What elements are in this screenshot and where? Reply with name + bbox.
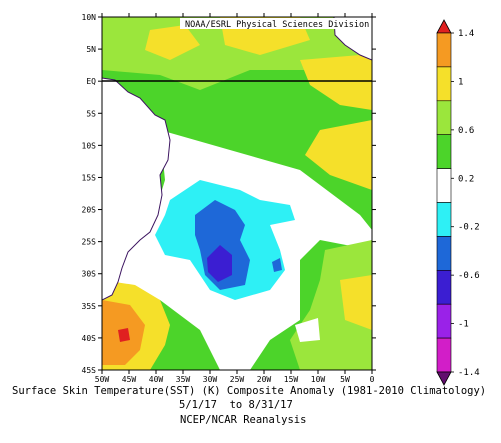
- lat-label: 25S: [82, 238, 97, 247]
- caption-title: Surface Skin Temperature(SST) (K) Compos…: [12, 385, 487, 397]
- lon-label: 40W: [149, 375, 164, 384]
- lat-label: 10S: [82, 141, 97, 150]
- colorbar-band: [436, 134, 452, 169]
- colorbar-band: [436, 202, 452, 237]
- lat-label: 45S: [82, 366, 97, 375]
- colorbar-label: 0.6: [458, 126, 474, 136]
- colorbar-band: [436, 303, 452, 339]
- lat-label: 30S: [82, 270, 97, 279]
- colorbar-label: 0.2: [458, 174, 474, 184]
- lon-label: 5W: [340, 375, 350, 384]
- colorbar-label: -1.4: [458, 368, 480, 378]
- lat-label: 40S: [82, 334, 97, 343]
- lat-label: EQ: [86, 77, 96, 86]
- colorbar: 1.4 1 0.6 0.2 -0.2 -0.6 -1 -1.4: [436, 19, 480, 386]
- caption-source: NCEP/NCAR Reanalysis: [180, 414, 307, 426]
- lat-label: 5S: [86, 109, 96, 118]
- lon-label: 50W: [95, 375, 110, 384]
- colorbar-label: -0.6: [458, 271, 480, 281]
- colorbar-band: [436, 236, 452, 271]
- lon-label: 30W: [203, 375, 218, 384]
- colorbar-band: [436, 32, 452, 68]
- lat-label: 15S: [82, 173, 97, 182]
- map-credit: NOAA/ESRL Physical Sciences Division: [185, 20, 369, 30]
- lon-label: 0: [370, 375, 375, 384]
- lat-label: 35S: [82, 302, 97, 311]
- colorbar-band: [436, 168, 452, 203]
- colorbar-label: -1: [458, 320, 469, 330]
- colorbar-min-arrow: [436, 371, 452, 386]
- lat-label: 5N: [86, 45, 96, 54]
- colorbar-band: [436, 66, 452, 102]
- lon-label: 20W: [257, 375, 272, 384]
- colorbar-label: -0.2: [458, 223, 480, 233]
- caption-dates: 5/1/17 to 8/31/17: [179, 399, 293, 411]
- colorbar-band: [436, 100, 452, 136]
- colorbar-band: [436, 269, 452, 305]
- lat-label: 10N: [82, 13, 97, 22]
- lon-label: 25W: [230, 375, 245, 384]
- lat-label: 20S: [82, 206, 97, 215]
- colorbar-max-arrow: [436, 19, 452, 34]
- colorbar-band: [436, 337, 452, 373]
- lon-label: 15W: [284, 375, 299, 384]
- map-plot-area: [102, 17, 372, 370]
- lon-label: 10W: [311, 375, 326, 384]
- lon-label: 35W: [176, 375, 191, 384]
- longitude-axis: 50W 45W 40W 35W 30W 25W 20W 15W 10W 5W 0: [95, 13, 375, 384]
- lon-label: 45W: [122, 375, 137, 384]
- colorbar-label: 1: [458, 77, 463, 87]
- colorbar-label: 1.4: [458, 29, 474, 39]
- latitude-axis: 10N 5N EQ 5S 10S 15S 20S 25S 30S 35S 40S 45S: [82, 13, 376, 375]
